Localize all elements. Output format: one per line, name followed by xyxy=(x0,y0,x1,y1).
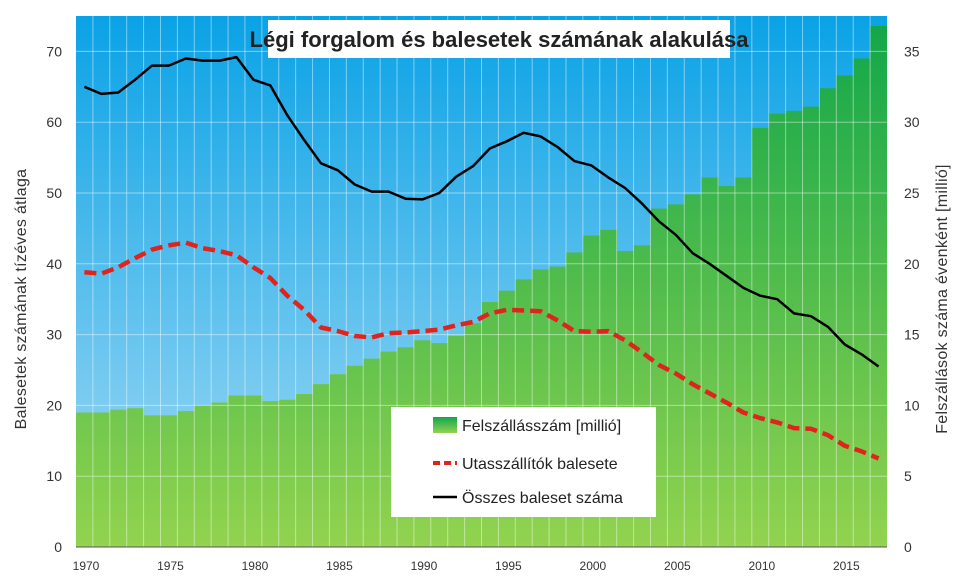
legend: Felszállásszám [millió] Utasszállítók ba… xyxy=(391,407,656,517)
x-tick: 1980 xyxy=(242,559,269,573)
bar-1986 xyxy=(346,365,364,547)
lines-layer xyxy=(83,55,880,461)
y-tick-right: 0 xyxy=(904,539,912,555)
bar-1980 xyxy=(244,395,263,547)
bar-1971 xyxy=(92,412,111,547)
x-tick: 1970 xyxy=(73,559,100,573)
legend-label-passenger: Utasszállítók balesete xyxy=(462,456,618,473)
bar-2006 xyxy=(684,194,702,547)
x-tick: 2010 xyxy=(748,559,775,573)
bar-2011 xyxy=(768,113,787,547)
bar-1984 xyxy=(312,384,331,547)
bar-1978 xyxy=(211,402,229,547)
bar-2015 xyxy=(836,75,854,547)
bar-1979 xyxy=(228,395,246,547)
y-tick-left: 40 xyxy=(46,256,62,272)
bar-1987 xyxy=(363,358,381,547)
right-tick-labels: 0 5 10 15 20 25 30 35 xyxy=(904,43,920,555)
x-tick: 2005 xyxy=(664,559,691,573)
bar-2007 xyxy=(701,177,719,547)
series-line-total-accidents xyxy=(83,55,880,368)
bar-1985 xyxy=(329,374,347,547)
bar-1977 xyxy=(194,405,212,547)
bar-1982 xyxy=(278,399,297,547)
grid-layer xyxy=(76,16,887,547)
bar-2017 xyxy=(870,25,887,547)
y-tick-right: 20 xyxy=(904,256,920,272)
y-tick-right: 25 xyxy=(904,185,920,201)
bar-1970 xyxy=(76,412,94,547)
bar-2016 xyxy=(853,58,871,547)
bar-2009 xyxy=(734,177,753,547)
bar-1981 xyxy=(261,401,280,547)
bar-2010 xyxy=(751,127,770,547)
bar-1983 xyxy=(295,394,314,547)
y-tick-left: 10 xyxy=(46,468,62,484)
chart-title: Légi forgalom és balesetek számának alak… xyxy=(250,27,750,52)
y-axis-label-left: Balesetek számának tízéves átlaga xyxy=(13,169,30,430)
x-tick-labels: 1970 1975 1980 1985 1990 1995 2000 2005 2010 2015 xyxy=(73,559,860,573)
bar-2013 xyxy=(802,106,821,547)
y-tick-right: 15 xyxy=(904,327,920,343)
y-tick-right: 5 xyxy=(904,468,912,484)
bar-1975 xyxy=(160,415,178,547)
series-line-passenger-accidents xyxy=(84,240,880,461)
y-tick-right: 30 xyxy=(904,114,920,130)
left-tick-labels: 0 10 20 30 40 50 60 70 xyxy=(46,43,62,555)
y-tick-right: 35 xyxy=(904,43,920,59)
bar-2008 xyxy=(718,185,736,547)
x-tick: 1975 xyxy=(157,559,184,573)
title-box xyxy=(268,20,730,58)
x-tick: 2000 xyxy=(580,559,607,573)
bar-1972 xyxy=(109,409,128,547)
bar-2014 xyxy=(819,88,837,547)
y-tick-left: 50 xyxy=(46,185,62,201)
legend-swatch-bars xyxy=(433,417,457,433)
y-axis-label-right: Felszállások száma évenként [millió] xyxy=(934,164,951,434)
y-tick-left: 0 xyxy=(54,539,62,555)
x-tick: 2015 xyxy=(833,559,860,573)
bar-1976 xyxy=(177,411,195,547)
y-tick-left: 20 xyxy=(46,397,62,413)
y-tick-left: 30 xyxy=(46,327,62,343)
y-tick-left: 60 xyxy=(46,114,62,130)
legend-label-bars: Felszállásszám [millió] xyxy=(462,418,621,435)
bar-1974 xyxy=(143,415,162,547)
x-tick: 1985 xyxy=(326,559,353,573)
y-tick-right: 10 xyxy=(904,397,920,413)
x-tick: 1990 xyxy=(411,559,438,573)
legend-label-total: Összes baleset száma xyxy=(462,489,623,507)
x-tick: 1995 xyxy=(495,559,522,573)
bar-1973 xyxy=(126,408,145,547)
y-tick-left: 70 xyxy=(46,43,62,59)
bar-2012 xyxy=(785,110,804,547)
